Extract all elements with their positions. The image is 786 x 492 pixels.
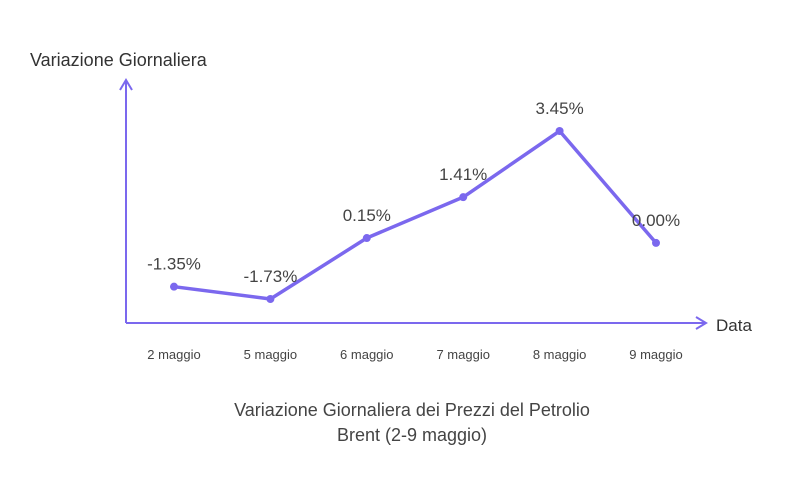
x-tick-label: 8 maggio bbox=[533, 347, 586, 362]
data-points bbox=[170, 127, 660, 303]
x-tick-label: 9 maggio bbox=[629, 347, 682, 362]
x-axis-arrow bbox=[695, 316, 708, 330]
data-label: 0.00% bbox=[632, 211, 680, 230]
data-label: -1.35% bbox=[147, 255, 201, 274]
data-label: -1.73% bbox=[243, 267, 297, 286]
chart-title-line-2: Brent (2-9 maggio) bbox=[337, 425, 487, 445]
chart-title-line-1: Variazione Giornaliera dei Prezzi del Pe… bbox=[234, 400, 590, 420]
x-tick-label: 6 maggio bbox=[340, 347, 393, 362]
x-tick-label: 7 maggio bbox=[436, 347, 489, 362]
x-axis-label: Data bbox=[716, 316, 752, 335]
data-label: 0.15% bbox=[343, 206, 391, 225]
data-point bbox=[266, 295, 275, 303]
data-point bbox=[170, 282, 178, 291]
series-line bbox=[172, 129, 658, 301]
data-label: 1.41% bbox=[439, 165, 487, 184]
x-tick-label: 5 maggio bbox=[244, 347, 297, 362]
data-label: 3.45% bbox=[535, 99, 583, 118]
data-point bbox=[362, 234, 371, 243]
y-axis-arrow bbox=[119, 78, 133, 91]
axes bbox=[119, 78, 708, 330]
data-labels: -1.35% -1.73% 0.15% 1.41% 3.45% 0.00% bbox=[147, 99, 680, 286]
x-tick-labels: 2 maggio 5 maggio 6 maggio 7 maggio 8 maggio… bbox=[147, 347, 682, 362]
y-axis-label: Variazione Giornaliera bbox=[30, 50, 208, 70]
x-tick-label: 2 maggio bbox=[147, 347, 200, 362]
data-point bbox=[652, 238, 660, 247]
data-point bbox=[555, 127, 564, 135]
data-point bbox=[459, 193, 468, 202]
